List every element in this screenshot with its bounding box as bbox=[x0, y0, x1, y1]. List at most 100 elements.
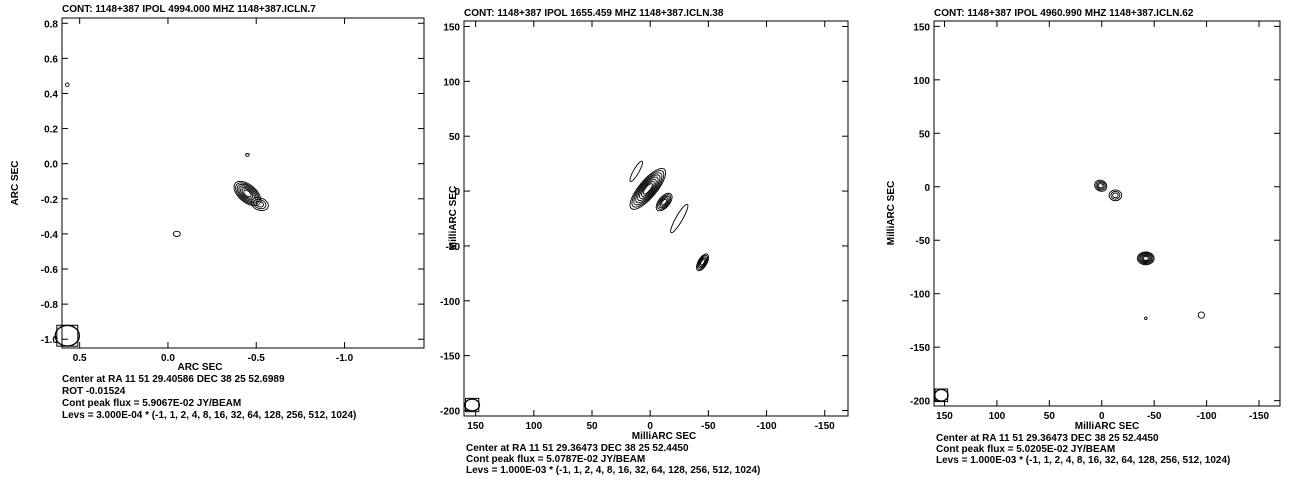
contour-level bbox=[65, 82, 70, 87]
contour-level bbox=[243, 189, 252, 198]
contour-level bbox=[658, 195, 670, 209]
contour-level bbox=[1144, 316, 1148, 321]
x-tick-label: 50 bbox=[586, 421, 598, 432]
contour-level bbox=[245, 153, 250, 157]
y-tick-label: 0.8 bbox=[44, 19, 58, 30]
contour-level bbox=[1138, 252, 1154, 265]
axis-ticks: 150 100 50 0 -50 -100 -150 150 100 50 0 -50 -100 -150… bbox=[910, 21, 1280, 422]
contour-level bbox=[1136, 251, 1155, 266]
y-tick-label: 0.0 bbox=[44, 160, 58, 171]
x-axis-label: MilliARC SEC bbox=[1075, 421, 1139, 432]
y-tick-label: 150 bbox=[913, 22, 930, 33]
contour-level bbox=[250, 197, 269, 212]
x-tick-label: -150 bbox=[815, 421, 835, 432]
contour-level bbox=[1095, 180, 1106, 191]
footer-levels: Levs = 3.000E-04 * (-1, 1, 2, 4, 8, 16, … bbox=[62, 410, 356, 421]
axis-ticks: 150 100 50 0 -50 -100 -150 150 100 50 0 -50 -100 -150… bbox=[440, 21, 848, 432]
contour-level bbox=[639, 178, 657, 199]
y-tick-label: -0.6 bbox=[41, 265, 59, 276]
y-tick-label: 0 bbox=[454, 187, 460, 198]
y-tick-label: 100 bbox=[913, 76, 930, 87]
contour-panel-2: CONT: 1148+387 IPOL 1655.459 MHZ 1148+38… bbox=[432, 0, 862, 483]
footer-levels: Levs = 1.000E-03 * (-1, 1, 2, 4, 8, 16, … bbox=[936, 455, 1230, 466]
contour-level bbox=[1094, 179, 1108, 192]
y-tick-label: -1.0 bbox=[41, 335, 59, 346]
contour-level bbox=[629, 160, 643, 182]
plot-title: CONT: 1148+387 IPOL 1655.459 MHZ 1148+38… bbox=[464, 8, 724, 19]
x-axis-label: ARC SEC bbox=[177, 362, 222, 373]
y-axis-label: MilliARC SEC bbox=[448, 186, 459, 250]
y-tick-label: 0.4 bbox=[44, 89, 58, 100]
contour-map bbox=[54, 82, 269, 347]
axis-ticks: 0.5 0.0 -0.5 -1.0 0.8 0.6 0.4 0.2 0.0 -0.2 -0.4 -0.… bbox=[41, 18, 424, 364]
y-tick-label: -0.4 bbox=[41, 230, 59, 241]
contour-level bbox=[629, 168, 667, 210]
contour-level bbox=[642, 183, 653, 195]
y-axis-label: ARC SEC bbox=[10, 160, 21, 205]
x-tick-label: -100 bbox=[757, 421, 777, 432]
beam-box bbox=[56, 324, 79, 347]
contour-level bbox=[698, 256, 707, 269]
y-tick-label: -200 bbox=[910, 397, 930, 408]
y-tick-label: -50 bbox=[446, 242, 461, 253]
plot-frame bbox=[463, 20, 849, 417]
y-tick-label: -150 bbox=[910, 343, 930, 354]
plot-title: CONT: 1148+387 IPOL 4994.000 MHZ 1148+38… bbox=[62, 4, 316, 15]
y-tick-label: -100 bbox=[910, 290, 930, 301]
contour-level bbox=[1141, 255, 1150, 262]
footer-peak-flux: Cont peak flux = 5.9067E-02 JY/BEAM bbox=[62, 398, 241, 409]
x-tick-label: 150 bbox=[936, 411, 953, 422]
contour-plot-3: CONT: 1148+387 IPOL 4960.990 MHZ 1148+38… bbox=[886, 8, 1281, 466]
contour-level bbox=[697, 255, 708, 270]
x-tick-label: -50 bbox=[701, 421, 716, 432]
y-tick-label: 0 bbox=[924, 183, 930, 194]
y-tick-label: 100 bbox=[443, 77, 460, 88]
x-axis-label: MilliARC SEC bbox=[632, 431, 696, 442]
footer-peak-flux: Cont peak flux = 5.0787E-02 JY/BEAM bbox=[466, 454, 645, 465]
contour-level bbox=[633, 172, 663, 206]
contour-level bbox=[657, 194, 672, 210]
contour-panel-3: CONT: 1148+387 IPOL 4960.990 MHZ 1148+38… bbox=[870, 0, 1290, 483]
contour-panel-1: CONT: 1148+387 IPOL 4994.000 MHZ 1148+38… bbox=[0, 0, 425, 483]
x-tick-label: 100 bbox=[525, 421, 542, 432]
contour-level bbox=[659, 197, 669, 207]
contour-level bbox=[235, 182, 260, 205]
y-tick-label: 150 bbox=[443, 22, 460, 33]
footer-peak-flux: Cont peak flux = 5.0205E-02 JY/BEAM bbox=[936, 444, 1115, 455]
y-tick-label: -0.2 bbox=[41, 195, 59, 206]
contour-level bbox=[1140, 254, 1152, 263]
y-tick-label: -50 bbox=[916, 236, 931, 247]
footer-center: Center at RA 11 51 29.36473 DEC 38 25 52… bbox=[466, 443, 689, 454]
contour-map bbox=[933, 179, 1205, 403]
y-tick-label: 0.2 bbox=[44, 125, 58, 136]
x-tick-label: -150 bbox=[1249, 411, 1269, 422]
contour-map bbox=[464, 160, 710, 413]
contour-level bbox=[172, 230, 181, 237]
contour-level bbox=[1139, 253, 1153, 264]
x-tick-label: 150 bbox=[467, 421, 484, 432]
beam-ellipse bbox=[54, 324, 81, 347]
footer-center: Center at RA 11 51 29.40586 DEC 38 25 52… bbox=[62, 374, 285, 385]
plot-frame bbox=[61, 17, 425, 349]
contour-level bbox=[661, 198, 668, 206]
y-tick-label: 50 bbox=[449, 132, 461, 143]
y-tick-label: 0.6 bbox=[44, 54, 58, 65]
y-tick-label: -100 bbox=[440, 297, 460, 308]
beam-box bbox=[464, 397, 480, 413]
contour-level bbox=[253, 198, 267, 210]
contour-level bbox=[699, 257, 706, 267]
contour-level bbox=[1197, 311, 1205, 319]
contour-level bbox=[1112, 192, 1119, 199]
contour-level bbox=[635, 174, 661, 204]
contour-level bbox=[1110, 191, 1121, 200]
footer-rot: ROT -0.01524 bbox=[62, 386, 126, 397]
x-tick-label: -100 bbox=[1197, 411, 1217, 422]
contour-level bbox=[670, 203, 689, 234]
contour-level bbox=[1108, 189, 1123, 202]
contour-level bbox=[255, 200, 264, 208]
beam-ellipse bbox=[933, 388, 949, 402]
contour-level bbox=[233, 180, 262, 207]
x-tick-label: 0.5 bbox=[73, 353, 87, 364]
x-tick-label: -50 bbox=[1147, 411, 1162, 422]
x-tick-label: 0 bbox=[1099, 411, 1105, 422]
